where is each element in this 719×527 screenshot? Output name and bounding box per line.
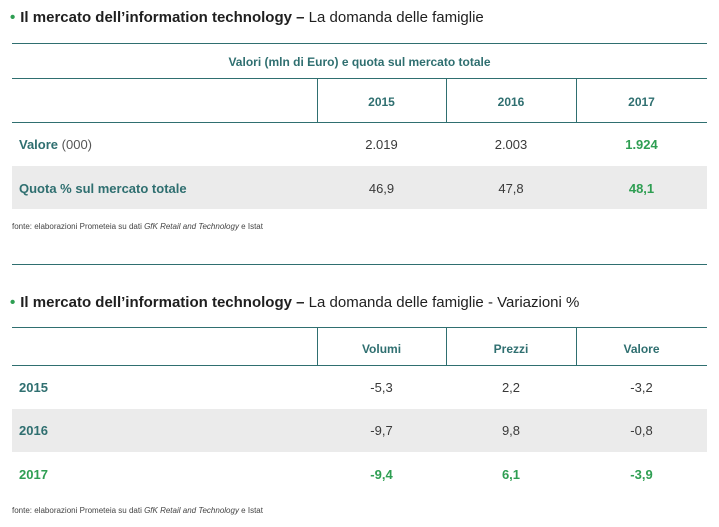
column-divider	[576, 78, 577, 122]
source-note: fonte: elaborazioni Prometeia su dati Gf…	[12, 506, 263, 515]
table-cell: 47,8	[498, 181, 524, 196]
column-divider	[317, 327, 318, 365]
table-row-shade	[12, 409, 707, 452]
table-cell: -0,8	[630, 423, 653, 438]
section2-title: • Il mercato dell’information technology …	[10, 294, 579, 311]
section2-title-rest: La domanda delle famiglie - Variazioni %	[308, 294, 580, 311]
section2-title-bold: Il mercato dell’information technology –	[20, 294, 305, 311]
source-note: fonte: elaborazioni Prometeia su dati Gf…	[12, 222, 263, 231]
table-cell: -9,7	[370, 423, 393, 438]
column-header-volumi: Volumi	[361, 342, 402, 356]
column-header-2017: 2017	[628, 95, 655, 109]
column-header-valore: Valore	[623, 342, 660, 356]
row-label-2017: 2017	[19, 467, 48, 482]
column-header-2016: 2016	[497, 95, 525, 109]
row-label-quota: Quota % sul mercato totale	[19, 181, 187, 196]
column-header-2015: 2015	[368, 95, 395, 109]
divider	[12, 264, 707, 265]
section1-title-rest: La domanda delle famiglie	[308, 9, 484, 26]
column-divider	[446, 78, 447, 122]
row-label-valore: Valore (000)	[19, 137, 93, 152]
section1-table-header: Valori (mln di Euro) e quota sul mercato…	[228, 55, 491, 69]
table-cell-highlight: 6,1	[501, 467, 521, 482]
table-row-shade	[12, 166, 707, 209]
column-divider	[446, 327, 447, 365]
table-cell-highlight: 48,1	[628, 181, 655, 196]
bullet-icon: •	[10, 9, 16, 26]
table-cell-highlight: -3,9	[630, 467, 653, 482]
column-divider	[576, 327, 577, 365]
table-cell: -3,2	[630, 380, 653, 395]
row-label-2016: 2016	[19, 423, 48, 438]
table-cell: 46,9	[368, 181, 395, 196]
table-cell: 2.003	[494, 137, 528, 152]
column-divider	[317, 78, 318, 122]
divider	[12, 122, 707, 123]
divider	[12, 43, 707, 44]
divider	[12, 327, 707, 328]
table-cell-highlight: 1.924	[625, 137, 658, 152]
divider	[12, 365, 707, 366]
bullet-icon: •	[10, 294, 16, 311]
table-cell: 2,2	[501, 380, 521, 395]
table-cell: -5,3	[370, 380, 393, 395]
row-label-2015: 2015	[19, 380, 48, 395]
divider	[12, 78, 707, 79]
table-cell-highlight: -9,4	[370, 467, 393, 482]
table-cell: 2.019	[365, 137, 398, 152]
section1-title-bold: Il mercato dell’information technology –	[20, 9, 305, 26]
section1-title: • Il mercato dell’information technology …	[10, 9, 484, 26]
column-header-prezzi: Prezzi	[493, 342, 529, 356]
table-cell: 9,8	[501, 423, 521, 438]
